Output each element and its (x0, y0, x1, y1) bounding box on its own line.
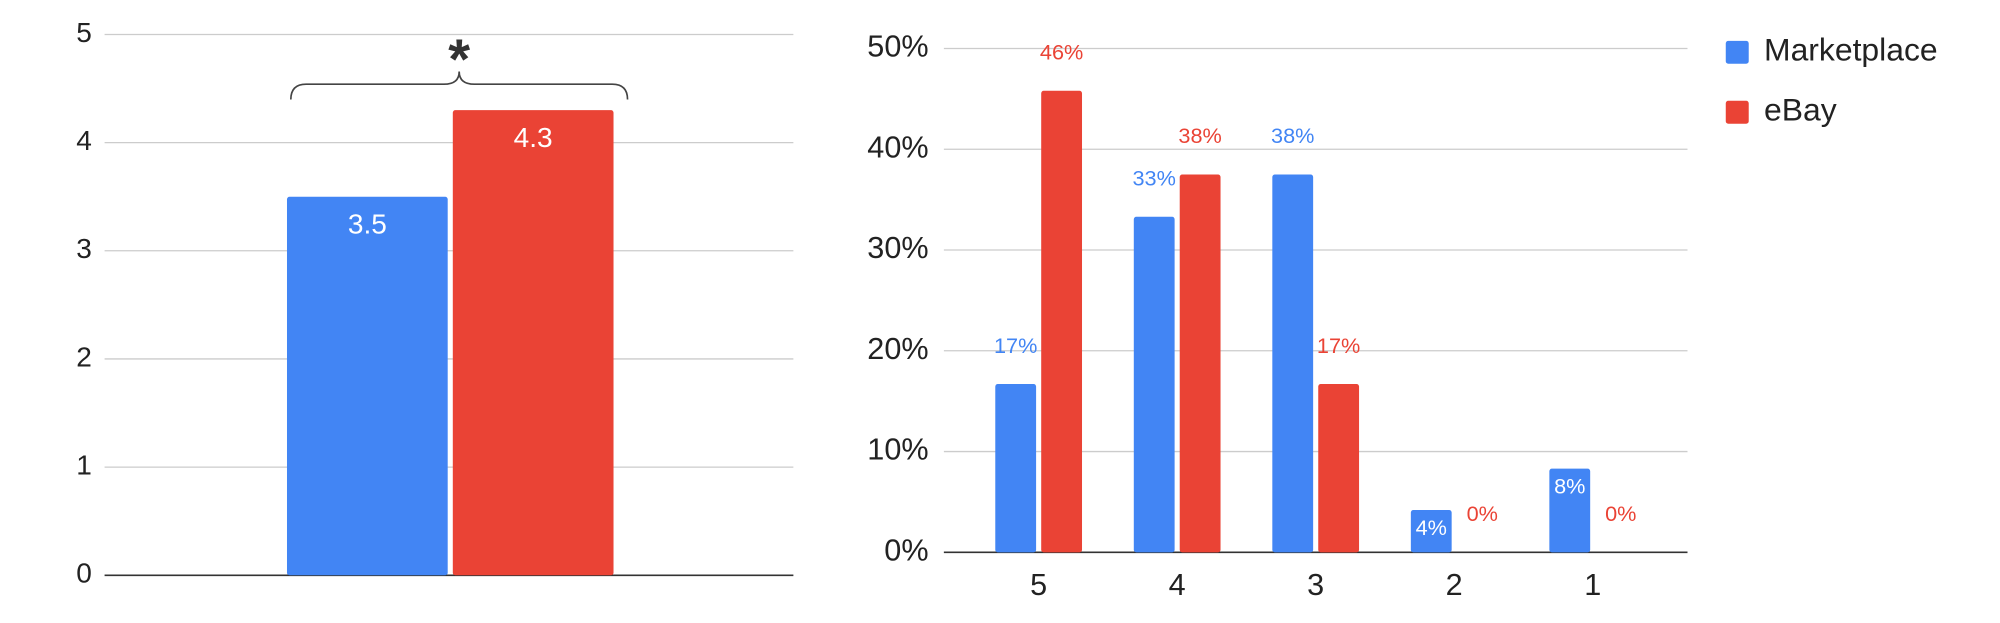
y-tick-label: 40% (867, 130, 928, 164)
y-tick-label: 5 (76, 17, 92, 48)
data-label: 4.3 (514, 122, 553, 153)
data-label: 38% (1271, 123, 1314, 148)
significance-brace (289, 71, 629, 100)
bar (1549, 468, 1591, 553)
bar (286, 196, 448, 576)
y-tick-label: 1 (76, 450, 92, 481)
legend-swatch (1725, 100, 1749, 124)
data-label: 0% (1605, 501, 1636, 526)
bar (995, 384, 1037, 553)
bar (1041, 90, 1083, 553)
legend-label: eBay (1764, 92, 1837, 128)
data-label: 38% (1178, 123, 1221, 148)
bar (1133, 216, 1175, 553)
y-tick-label: 10% (867, 433, 928, 467)
x-tick-label: 2 (1446, 568, 1463, 602)
data-label: 17% (1317, 333, 1360, 358)
y-tick-label: 2 (76, 341, 92, 372)
bar (452, 110, 614, 576)
x-tick-label: 1 (1584, 568, 1601, 602)
y-tick-label: 3 (76, 233, 92, 264)
bar (1410, 509, 1452, 553)
data-label: 4% (1416, 515, 1447, 540)
annotation: * (448, 28, 470, 91)
legend-label: Marketplace (1764, 32, 1938, 68)
data-label: 3.5 (348, 208, 387, 239)
y-tick-label: 0% (884, 533, 928, 567)
bar (1318, 384, 1360, 553)
x-tick-label: 4 (1169, 568, 1186, 602)
data-label: 17% (994, 333, 1037, 358)
x-tick-label: 5 (1030, 568, 1047, 602)
bar (1272, 174, 1314, 553)
data-label: 46% (1040, 40, 1083, 65)
x-tick-label: 3 (1307, 568, 1324, 602)
data-label: 0% (1467, 501, 1498, 526)
y-tick-label: 50% (867, 30, 928, 64)
y-tick-label: 4 (76, 125, 92, 156)
legend-swatch (1725, 40, 1749, 64)
y-tick-label: 0 (76, 558, 92, 589)
y-tick-label: 30% (867, 231, 928, 265)
bar (1179, 174, 1221, 553)
y-tick-label: 20% (867, 332, 928, 366)
data-label: 33% (1133, 166, 1176, 191)
data-label: 8% (1554, 474, 1585, 499)
